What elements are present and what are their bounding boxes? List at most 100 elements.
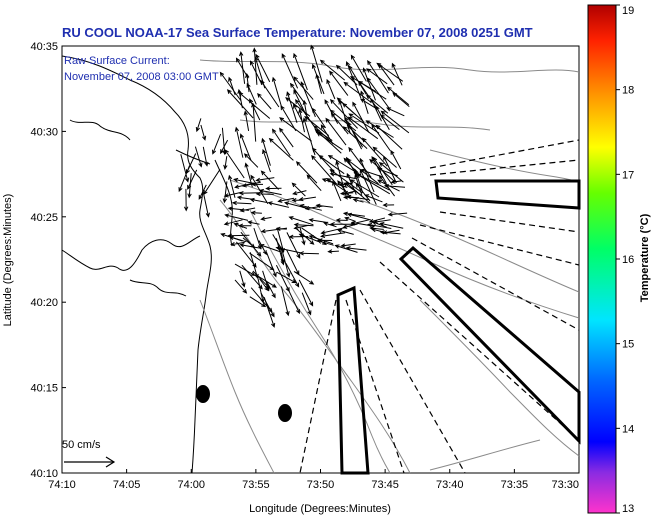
colorbar-tick-label: 19 xyxy=(622,5,634,17)
current-vector xyxy=(320,232,346,238)
current-vector xyxy=(249,98,261,121)
current-vector xyxy=(260,216,272,221)
current-vector xyxy=(361,137,388,167)
x-tick-label: 73:35 xyxy=(501,479,529,491)
x-tick-label: 73:55 xyxy=(242,479,270,491)
y-tick-label: 40:10 xyxy=(30,468,58,480)
current-vector xyxy=(231,200,252,206)
colorbar-tick-label: 15 xyxy=(622,339,634,351)
current-vector xyxy=(298,279,314,307)
x-tick-label: 73:40 xyxy=(436,479,464,491)
current-vector xyxy=(261,137,271,166)
current-vector xyxy=(245,72,250,93)
current-vector xyxy=(202,190,210,218)
current-vector xyxy=(281,250,291,278)
current-vector xyxy=(346,156,359,179)
current-vector xyxy=(359,98,378,110)
y-axis-label: Latitude (Degrees:Minutes) xyxy=(2,194,14,327)
radar-beam-lines xyxy=(299,139,580,474)
current-vector xyxy=(267,201,290,208)
current-vector xyxy=(239,51,246,84)
current-vector xyxy=(343,195,360,200)
y-tick-label: 40:15 xyxy=(30,383,58,395)
current-vector xyxy=(348,113,380,134)
current-vector xyxy=(338,182,353,187)
current-vector xyxy=(279,245,285,264)
current-vector xyxy=(391,62,403,86)
current-vector xyxy=(335,160,347,199)
current-vector xyxy=(255,53,271,83)
colorbar-tick-label: 18 xyxy=(622,85,634,97)
current-vector xyxy=(247,220,260,225)
current-vector xyxy=(265,186,282,191)
current-vector xyxy=(186,153,197,175)
current-vector xyxy=(200,124,207,141)
current-vector xyxy=(308,218,328,223)
colorbar-label: Temperature (°C) xyxy=(639,213,651,302)
current-vector xyxy=(349,179,380,198)
current-vector xyxy=(383,183,406,189)
current-vector xyxy=(222,181,228,204)
current-vector xyxy=(343,81,372,103)
current-vector xyxy=(314,128,342,154)
current-vector xyxy=(377,168,398,177)
x-axis-label: Longitude (Degrees:Minutes) xyxy=(249,503,391,515)
current-vector xyxy=(183,188,189,212)
current-vector xyxy=(228,235,247,243)
current-vector xyxy=(350,54,367,82)
current-vector xyxy=(335,218,348,223)
current-vector xyxy=(258,188,282,196)
current-vector xyxy=(310,44,323,83)
y-tick-label: 40:35 xyxy=(30,41,58,53)
current-vector xyxy=(291,182,306,197)
current-vector xyxy=(281,53,299,89)
current-vector xyxy=(249,296,267,308)
current-vector xyxy=(212,133,222,155)
current-vector xyxy=(293,103,304,124)
current-vector xyxy=(318,155,345,175)
radar-sectors xyxy=(336,179,581,475)
current-vector xyxy=(187,173,192,199)
x-tick-label: 74:05 xyxy=(113,479,141,491)
current-vector xyxy=(257,276,265,304)
current-vector xyxy=(340,243,356,248)
chart-title: RU COOL NOAA-17 Sea Surface Temperature:… xyxy=(62,25,533,40)
current-vector xyxy=(221,127,227,156)
current-vector xyxy=(325,117,347,146)
y-tick-label: 40:30 xyxy=(30,126,58,138)
current-vector xyxy=(296,228,315,245)
current-vector xyxy=(289,82,305,103)
current-vector xyxy=(337,228,354,235)
current-vector xyxy=(368,217,386,224)
current-vector xyxy=(233,222,248,229)
current-vector xyxy=(257,92,272,110)
annotation-line1: Raw Surface Current: xyxy=(64,55,170,67)
current-vector xyxy=(364,194,383,203)
current-vector xyxy=(379,222,404,229)
current-vector xyxy=(330,112,349,135)
current-vector xyxy=(293,52,308,91)
current-vector xyxy=(390,179,403,184)
current-vector xyxy=(219,71,242,101)
current-vector xyxy=(250,210,262,216)
current-vector xyxy=(345,60,362,99)
current-vector xyxy=(329,169,363,194)
coastline xyxy=(61,55,233,474)
current-vector xyxy=(277,197,295,203)
current-vector xyxy=(301,227,327,246)
current-vector xyxy=(365,94,389,114)
scale-arrow xyxy=(64,456,116,468)
current-vector xyxy=(358,80,387,100)
current-vector xyxy=(252,47,258,85)
current-vector xyxy=(336,97,357,116)
current-vector xyxy=(259,278,269,292)
current-vector xyxy=(224,213,249,221)
current-vector xyxy=(301,292,312,316)
current-vector xyxy=(202,146,209,167)
current-vector xyxy=(298,196,316,202)
x-tick-label: 74:10 xyxy=(48,479,76,491)
current-vector xyxy=(243,110,250,131)
current-vector xyxy=(279,117,312,142)
x-tick-label: 73:50 xyxy=(307,479,335,491)
